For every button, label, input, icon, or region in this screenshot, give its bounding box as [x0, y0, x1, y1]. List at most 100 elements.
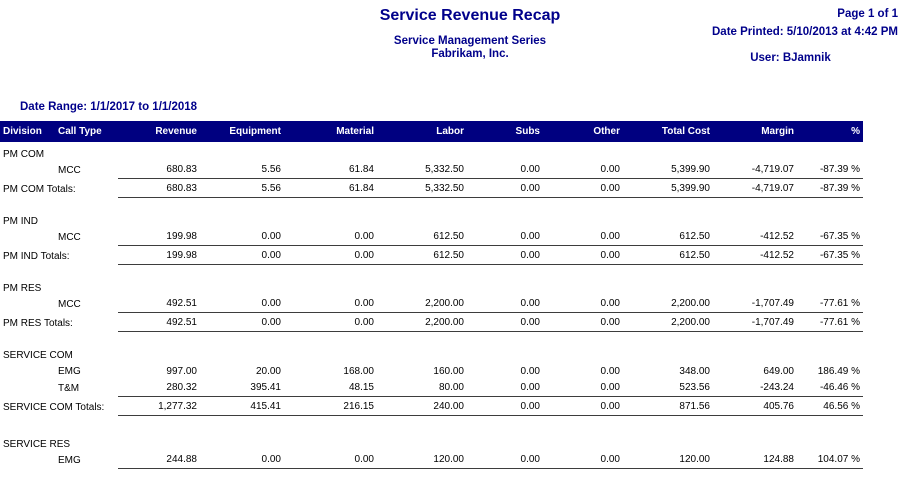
totals-value-cell: 0.00	[543, 317, 623, 332]
column-header: Margin	[761, 125, 794, 137]
totals-label: PM RES Totals:	[3, 318, 73, 329]
totals-value-cell: 405.76	[713, 401, 797, 416]
column-header: Call Type	[58, 125, 102, 137]
division-label-row: PM RES	[0, 281, 863, 296]
value-cell: -243.24	[713, 382, 797, 397]
value-cell: 120.00	[623, 454, 713, 469]
value-cell: 997.00	[166, 366, 197, 377]
table-section: SERVICE RES EMG 244.88 0.00 0.00 120.00 0.00 0.…	[0, 437, 863, 469]
call-type-cell: MCC	[58, 165, 81, 176]
totals-label: PM IND Totals:	[3, 251, 70, 262]
value-cell: 395.41	[200, 382, 284, 397]
value-cell: 20.00	[255, 366, 281, 377]
totals-value-cell: 0.00	[284, 250, 377, 265]
value-cell: 160.00	[433, 366, 464, 377]
division-cell	[0, 466, 55, 469]
value-cell: 0.00	[284, 454, 377, 469]
totals-value-cell: 240.00	[377, 401, 467, 416]
totals-value-cell: 0.00	[543, 401, 623, 416]
value-cell: -67.35 %	[797, 231, 863, 246]
totals-value-cell: -1,707.49	[713, 317, 797, 332]
value-cell: 523.56	[623, 382, 713, 397]
totals-value-cell: 0.00	[467, 317, 543, 332]
report-header-center: Service Revenue Recap Service Management…	[55, 0, 885, 60]
column-header: Equipment	[229, 125, 281, 137]
date-range-label: Date Range: 1/1/2017 to 1/1/2018	[20, 101, 198, 113]
call-type-cell: MCC	[58, 299, 81, 310]
date-printed: Date Printed: 5/10/2013 at 4:42 PM	[712, 26, 898, 38]
value-cell: -77.61 %	[797, 298, 863, 313]
call-type-cell: EMG	[58, 366, 81, 377]
value-cell: 0.00	[543, 164, 623, 179]
value-cell: 680.83	[118, 164, 200, 179]
value-cell: -4,719.07	[713, 164, 797, 179]
value-cell: 244.88	[118, 454, 200, 469]
value-cell: 5,399.90	[623, 164, 713, 179]
value-cell: 0.00	[284, 231, 377, 246]
division-label: PM COM	[3, 149, 45, 160]
totals-value-cell: 680.83	[118, 183, 200, 198]
value-cell: 2,200.00	[377, 298, 467, 313]
totals-value-cell: 871.56	[623, 401, 713, 416]
totals-value-cell: 2,200.00	[377, 317, 467, 332]
report-table: Division Call Type Revenue Equipment Materia…	[0, 121, 863, 469]
value-cell: 0.00	[467, 231, 543, 246]
column-header: Labor	[436, 125, 464, 137]
value-cell: 168.00	[343, 366, 374, 377]
division-label: SERVICE RES	[3, 439, 71, 450]
column-header: Revenue	[155, 125, 197, 137]
division-label: SERVICE COM	[3, 350, 73, 361]
report-title: Service Revenue Recap	[379, 7, 561, 24]
division-label-row: SERVICE RES	[0, 437, 863, 452]
report-subtitle-series: Service Management Series	[393, 35, 547, 47]
value-cell: 199.98	[118, 231, 200, 246]
value-cell: 280.32	[118, 382, 200, 397]
division-cell	[0, 243, 55, 246]
table-body: PM COM MCC 680.83 5.56 61.84 5,332.50 0.00 0.00…	[0, 147, 863, 469]
totals-value-cell: 0.00	[200, 250, 284, 265]
division-label-row: PM COM	[0, 147, 863, 162]
value-cell: 0.00	[543, 298, 623, 313]
value-cell: 61.84	[284, 164, 377, 179]
value-cell: 124.88	[713, 454, 797, 469]
totals-value-cell: -67.35 %	[797, 250, 863, 265]
table-section: SERVICE COM EMG 997.00 20.00 168.00 160.00 0.0…	[0, 348, 863, 416]
column-header: Material	[336, 125, 374, 137]
totals-value-cell: 0.00	[284, 317, 377, 332]
value-cell: 48.15	[284, 382, 377, 397]
value-cell: 0.00	[543, 454, 623, 469]
totals-value-cell: -77.61 %	[797, 317, 863, 332]
totals-value-cell: 216.15	[284, 401, 377, 416]
division-cell	[0, 310, 55, 313]
value-cell: 348.00	[679, 366, 710, 377]
table-row: MCC 199.98 0.00 0.00 612.50 0.00 0.00 612.50 -41…	[0, 229, 863, 246]
value-cell: 0.00	[543, 382, 623, 397]
table-section: PM COM MCC 680.83 5.56 61.84 5,332.50 0.00 0.00…	[0, 147, 863, 198]
value-cell: 0.00	[520, 366, 540, 377]
value-cell: 80.00	[377, 382, 467, 397]
column-header: %	[851, 125, 860, 137]
totals-row: PM RES Totals: 492.51 0.00 0.00 2,200.00 0.00…	[0, 313, 863, 332]
totals-value-cell: 61.84	[284, 183, 377, 198]
table-section: PM RES MCC 492.51 0.00 0.00 2,200.00 0.00 0.00 2…	[0, 281, 863, 332]
totals-value-cell: 46.56 %	[797, 401, 863, 416]
totals-value-cell: 5,399.90	[623, 183, 713, 198]
column-header: Division	[3, 125, 42, 137]
call-type-cell: MCC	[58, 232, 81, 243]
value-cell: 612.50	[623, 231, 713, 246]
value-cell: 5.56	[200, 164, 284, 179]
division-label-row: SERVICE COM	[0, 348, 863, 363]
table-section: PM IND MCC 199.98 0.00 0.00 612.50 0.00 0.00 612…	[0, 214, 863, 265]
totals-value-cell: 0.00	[467, 183, 543, 198]
table-row: MCC 492.51 0.00 0.00 2,200.00 0.00 0.00 2,200.0…	[0, 296, 863, 313]
totals-value-cell: -87.39 %	[797, 183, 863, 198]
value-cell: 492.51	[118, 298, 200, 313]
totals-value-cell: 612.50	[377, 250, 467, 265]
totals-value-cell: 612.50	[623, 250, 713, 265]
call-type-cell: T&M	[58, 383, 80, 394]
totals-value-cell: 415.41	[200, 401, 284, 416]
table-row: EMG 244.88 0.00 0.00 120.00 0.00 0.00 120.00 124…	[0, 452, 863, 469]
report-subtitle-company: Fabrikam, Inc.	[431, 48, 509, 60]
table-row: EMG 997.00 20.00 168.00 160.00 0.00 0.00 348.00…	[0, 363, 863, 380]
value-cell: 0.00	[200, 454, 284, 469]
